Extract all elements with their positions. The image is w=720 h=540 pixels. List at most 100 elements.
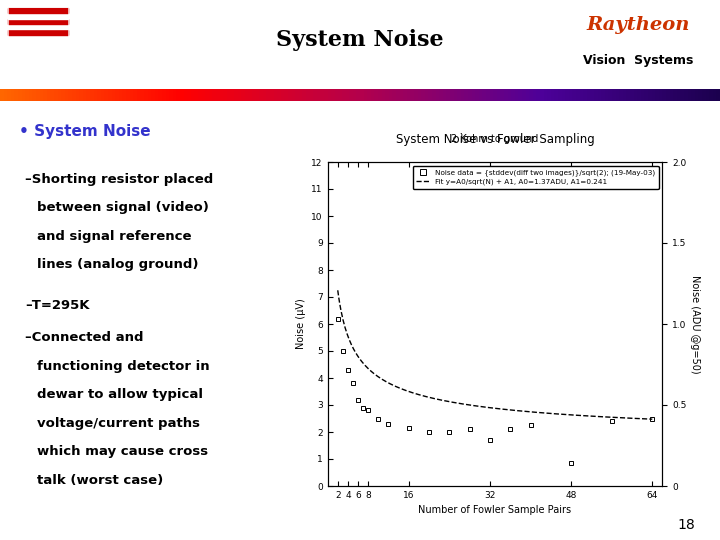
Bar [137, 89, 140, 101]
Bar [691, 89, 695, 101]
Bar [112, 89, 115, 101]
Text: 2 Kohm to ground: 2 Kohm to ground [451, 134, 539, 144]
Bar [677, 89, 680, 101]
Bar [576, 89, 580, 101]
Bar [400, 89, 403, 101]
Bar [364, 89, 367, 101]
Bar [238, 89, 241, 101]
Bar [583, 89, 587, 101]
Bar [594, 89, 598, 101]
Bar [79, 89, 83, 101]
Bar [378, 89, 382, 101]
Bar [223, 89, 227, 101]
Bar [598, 89, 601, 101]
Text: between signal (video): between signal (video) [37, 201, 209, 214]
Bar [7, 9, 68, 14]
Bar [346, 89, 349, 101]
Bar [587, 89, 590, 101]
Bar [83, 89, 86, 101]
Bar [32, 89, 36, 101]
Bar [702, 89, 706, 101]
Bar [439, 89, 443, 101]
Text: lines (analog ground): lines (analog ground) [37, 258, 199, 271]
Bar [122, 89, 126, 101]
Bar [389, 89, 392, 101]
Text: 18: 18 [677, 518, 695, 532]
Bar [572, 89, 576, 101]
Bar [22, 89, 25, 101]
Bar [374, 89, 378, 101]
Bar [644, 89, 648, 101]
Bar [716, 89, 720, 101]
Bar [101, 89, 104, 101]
Bar [72, 89, 76, 101]
Bar [472, 89, 475, 101]
Bar [306, 89, 310, 101]
Bar [608, 89, 612, 101]
Bar [457, 89, 461, 101]
Bar [277, 89, 281, 101]
Bar [252, 89, 256, 101]
Bar [698, 89, 702, 101]
Text: System Noise: System Noise [276, 29, 444, 51]
Bar [479, 89, 482, 101]
Bar [493, 89, 497, 101]
Bar [176, 89, 180, 101]
Bar [29, 89, 32, 101]
Bar [410, 89, 414, 101]
Bar [338, 89, 342, 101]
Bar [504, 89, 508, 101]
Bar [626, 89, 630, 101]
Bar [317, 89, 320, 101]
Bar [166, 89, 169, 101]
Bar [7, 30, 68, 35]
Bar [133, 89, 137, 101]
Bar [544, 89, 547, 101]
Text: Raytheon: Raytheon [586, 16, 690, 34]
Bar [187, 89, 191, 101]
Bar [50, 89, 54, 101]
Bar [551, 89, 554, 101]
Bar [680, 89, 684, 101]
Bar [7, 14, 68, 19]
Bar [0, 89, 4, 101]
Bar [547, 89, 551, 101]
Bar [335, 89, 338, 101]
Bar [205, 89, 209, 101]
Bar [713, 89, 716, 101]
Text: –T=295K: –T=295K [25, 299, 89, 312]
Bar [562, 89, 565, 101]
Bar [270, 89, 274, 101]
Bar [421, 89, 425, 101]
Bar [403, 89, 407, 101]
Bar [536, 89, 540, 101]
Text: –Connected and: –Connected and [25, 332, 143, 345]
Bar [259, 89, 263, 101]
Bar [245, 89, 248, 101]
Bar [191, 89, 194, 101]
Y-axis label: Noise (μV): Noise (μV) [296, 299, 306, 349]
Bar [601, 89, 605, 101]
Text: functioning detector in: functioning detector in [37, 360, 210, 373]
Bar [497, 89, 500, 101]
Bar [248, 89, 252, 101]
X-axis label: Number of Fowler Sample Pairs: Number of Fowler Sample Pairs [418, 505, 572, 515]
Bar [612, 89, 616, 101]
Bar [500, 89, 504, 101]
Bar [36, 89, 40, 101]
Bar [475, 89, 479, 101]
Bar [659, 89, 662, 101]
Bar [454, 89, 457, 101]
Bar [396, 89, 400, 101]
Bar [569, 89, 572, 101]
Bar [623, 89, 626, 101]
Bar [173, 89, 176, 101]
Bar [634, 89, 637, 101]
Bar [7, 35, 68, 40]
Text: voltage/current paths: voltage/current paths [37, 417, 200, 430]
Bar [104, 89, 108, 101]
Bar [7, 19, 68, 24]
Bar [655, 89, 659, 101]
Bar [281, 89, 284, 101]
Bar [385, 89, 389, 101]
